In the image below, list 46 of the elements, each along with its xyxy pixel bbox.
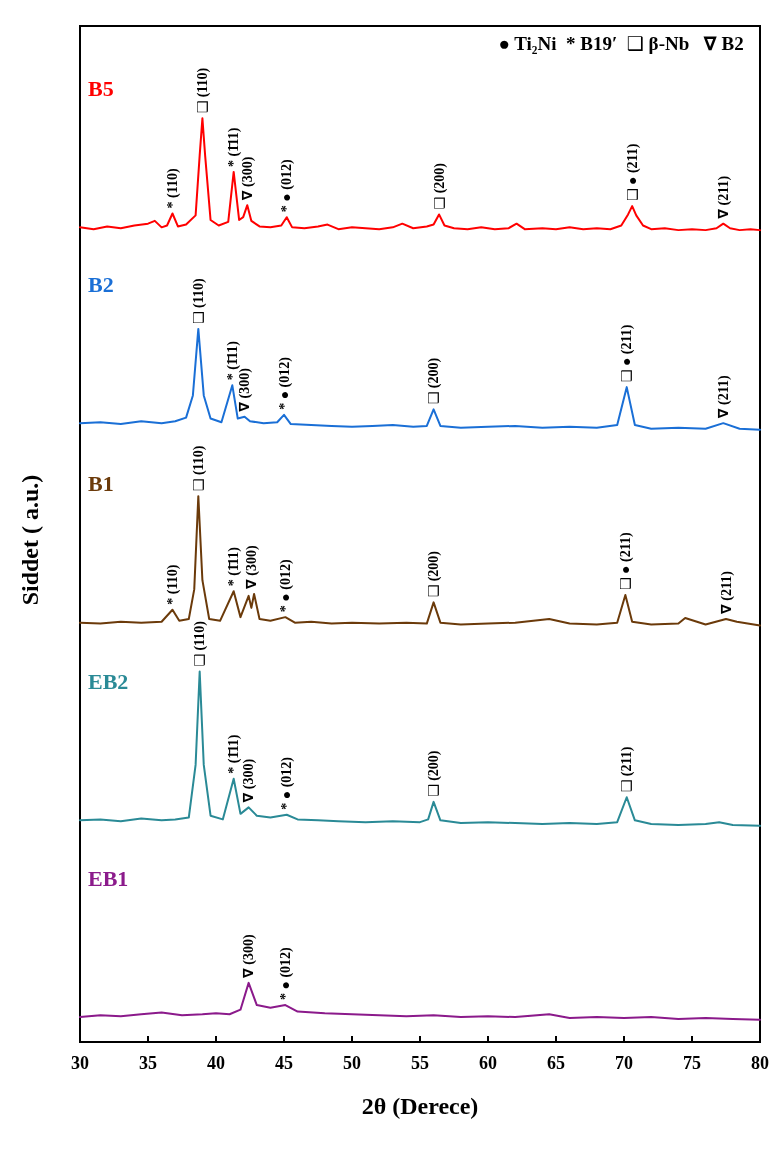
y-axis-title: Siddet ( a.u.) <box>17 474 43 606</box>
text: EB1 <box>88 865 129 891</box>
x-tick-label: 50 <box>343 1053 361 1073</box>
annotation: ❑ ● (211) <box>624 143 641 202</box>
annotation: ∇ (300) <box>241 933 258 978</box>
annotation: ❑ (200) <box>426 750 443 797</box>
text: B2 <box>88 271 114 297</box>
annotation: ❑ (110) <box>190 445 207 492</box>
text: B1 <box>88 471 114 497</box>
annotation: ❑ (110) <box>194 67 211 114</box>
annotation: ❑ (200) <box>426 550 443 598</box>
annotation: ∇ (300) <box>241 758 258 803</box>
x-tick-label: 35 <box>139 1053 157 1073</box>
x-tick-label: 75 <box>683 1053 701 1073</box>
annotation: * (1̄11) <box>226 546 243 587</box>
annotation: ∇ (211) <box>718 570 735 614</box>
annotation: ❑ (211) <box>619 746 636 793</box>
x-tick-label: 45 <box>275 1053 293 1073</box>
annotation: * ● (012) <box>279 159 296 213</box>
annotation: * (1̄11) <box>226 734 243 774</box>
annotation: ❑ (110) <box>190 278 207 324</box>
annotation: ❑ (110) <box>192 620 209 667</box>
annotation: * ● (012) <box>277 946 294 1001</box>
x-tick-label: 60 <box>479 1053 497 1073</box>
x-tick-label: 40 <box>207 1053 225 1073</box>
annotation: ∇ (300) <box>243 545 260 590</box>
x-tick-label: 65 <box>547 1053 565 1073</box>
text: EB2 <box>88 668 129 694</box>
annotation: * (110) <box>164 564 181 605</box>
annotation: ∇ (211) <box>715 375 732 419</box>
annotation: ∇ (211) <box>715 175 732 219</box>
annotation: * ● (012) <box>279 756 296 810</box>
annotation: ❑ ● (211) <box>617 532 634 590</box>
annotation: ❑ (200) <box>426 357 443 405</box>
x-tick-label: 55 <box>411 1053 429 1073</box>
x-tick-label: 70 <box>615 1053 633 1073</box>
x-axis-title: 2θ (Derece) <box>361 1093 479 1119</box>
x-tick-label: 80 <box>751 1053 769 1073</box>
text: ● Ti₂Ni * B19′ ❑ β-Nb ∇ B2 <box>498 33 744 54</box>
annotation: ❑ (200) <box>431 162 448 210</box>
annotation: * (110) <box>164 168 181 209</box>
text: B5 <box>88 75 114 101</box>
annotation: * ● (012) <box>277 559 294 613</box>
x-tick-label: 30 <box>71 1053 89 1073</box>
annotation: ❑ ● (211) <box>619 324 636 383</box>
annotation: * ● (012) <box>276 356 293 410</box>
